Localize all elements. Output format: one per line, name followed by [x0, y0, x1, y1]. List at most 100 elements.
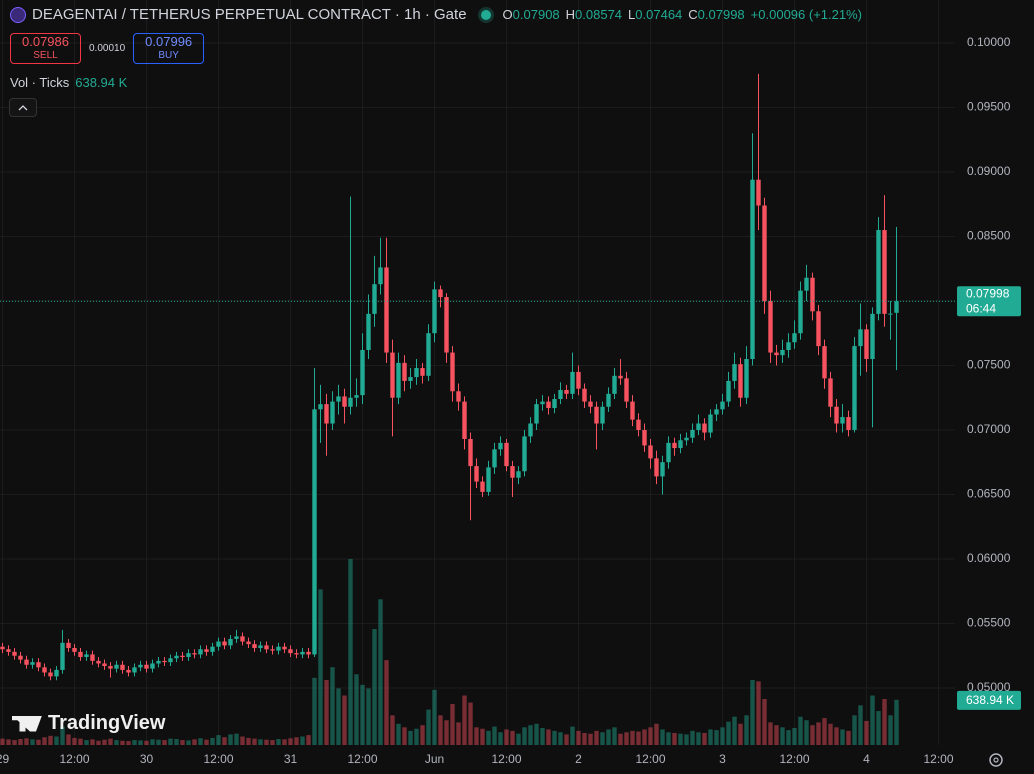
- candle-body: [690, 429, 695, 438]
- candle-body: [30, 662, 35, 665]
- settings-icon[interactable]: [989, 753, 1003, 767]
- volume-bar: [180, 740, 185, 745]
- volume-bar: [444, 720, 449, 745]
- candle-body: [828, 378, 833, 407]
- candle-body: [306, 651, 311, 655]
- volume-bar: [606, 729, 611, 745]
- candle-body: [198, 649, 203, 655]
- volume-bar: [264, 739, 269, 745]
- candle-body: [246, 641, 251, 645]
- volume-bar: [18, 738, 23, 745]
- candle-body: [342, 396, 347, 407]
- x-tick-label: 12:00: [635, 752, 665, 766]
- candle-body: [816, 311, 821, 347]
- volume-name[interactable]: Vol · Ticks: [10, 75, 70, 90]
- candle-body: [840, 417, 845, 424]
- volume-bar: [84, 740, 89, 745]
- candle-body: [264, 645, 269, 650]
- volume-bar: [516, 733, 521, 745]
- ohlc-letter: C: [688, 7, 698, 22]
- caret-icon: [18, 105, 28, 111]
- candle-body: [138, 664, 143, 668]
- candle-body: [330, 401, 335, 424]
- candle-body: [510, 466, 515, 478]
- candle-body: [558, 389, 563, 400]
- volume-bar: [330, 667, 335, 745]
- candle-body: [852, 346, 857, 430]
- volume-bar: [156, 739, 161, 745]
- volume-bar: [258, 739, 263, 745]
- candle-body: [384, 267, 389, 353]
- y-tick-label: 0.09500: [967, 100, 1011, 114]
- candle-body: [300, 651, 305, 655]
- volume-bar: [864, 720, 869, 745]
- volume-bar: [720, 727, 725, 745]
- candle-body: [762, 205, 767, 301]
- volume-bar: [756, 681, 761, 745]
- symbol-title[interactable]: DEAGENTAI / TETHERUS PERPETUAL CONTRACT …: [32, 6, 467, 23]
- candle-body: [600, 406, 605, 424]
- candle-body: [366, 313, 371, 350]
- candle-body: [36, 662, 41, 668]
- volume-bar: [168, 738, 173, 745]
- volume-bar: [732, 716, 737, 745]
- volume-bar: [420, 725, 425, 745]
- volume-bar: [558, 732, 563, 745]
- candle-body: [546, 401, 551, 409]
- candle-body: [132, 667, 137, 673]
- candle-body: [228, 638, 233, 646]
- candle-body: [18, 655, 23, 660]
- volume-bar: [222, 737, 227, 745]
- volume-bar: [312, 677, 317, 745]
- candle-body: [786, 342, 791, 350]
- volume-tag-value: 638.94 K: [966, 693, 1014, 707]
- volume-bar: [366, 688, 371, 745]
- volume-bar: [120, 740, 125, 745]
- volume-bar: [744, 715, 749, 745]
- volume-bar: [792, 728, 797, 745]
- y-tick-label: 0.06000: [967, 551, 1011, 565]
- volume-bar: [306, 735, 311, 745]
- volume-bar: [648, 727, 653, 745]
- y-tick-label: 0.06500: [967, 487, 1011, 501]
- candle-body: [336, 396, 341, 402]
- volume-bar: [402, 727, 407, 745]
- candle-body: [444, 297, 449, 353]
- volume-bar: [408, 730, 413, 745]
- candle-body: [222, 641, 227, 646]
- volume-bar: [852, 715, 857, 745]
- candle-body: [372, 284, 377, 314]
- candle-body: [78, 651, 83, 658]
- volume-bar: [666, 732, 671, 745]
- candle-body: [414, 368, 419, 378]
- candle-body: [642, 429, 647, 446]
- sell-button[interactable]: 0.07986 SELL: [10, 33, 81, 64]
- x-tick-label: 12:00: [779, 752, 809, 766]
- volume-bar: [324, 679, 329, 745]
- candle-body: [858, 329, 863, 347]
- volume-bar: [600, 732, 605, 745]
- candle-body: [126, 669, 131, 673]
- candle-body: [624, 378, 629, 402]
- x-tick-label: 31: [284, 752, 298, 766]
- sell-label: SELL: [33, 49, 58, 61]
- volume-bar: [150, 739, 155, 745]
- candle-body: [294, 653, 299, 655]
- volume-bar: [894, 699, 899, 745]
- y-tick-label: 0.07000: [967, 422, 1011, 436]
- candle-body: [594, 406, 599, 424]
- collapse-button[interactable]: [9, 98, 37, 117]
- y-tick-label: 0.05000: [967, 680, 1011, 694]
- candle-body: [504, 442, 509, 467]
- candle-body: [480, 481, 485, 492]
- y-tick-label: 0.05500: [967, 616, 1011, 630]
- volume-bar: [786, 730, 791, 745]
- candle-body: [774, 352, 779, 356]
- candle-body: [240, 636, 245, 642]
- buy-button[interactable]: 0.07996 BUY: [133, 33, 205, 64]
- candle-body: [420, 368, 425, 376]
- candle-body: [792, 333, 797, 343]
- change: +0.00096 (+1.21%): [750, 7, 862, 22]
- candle-body: [426, 333, 431, 376]
